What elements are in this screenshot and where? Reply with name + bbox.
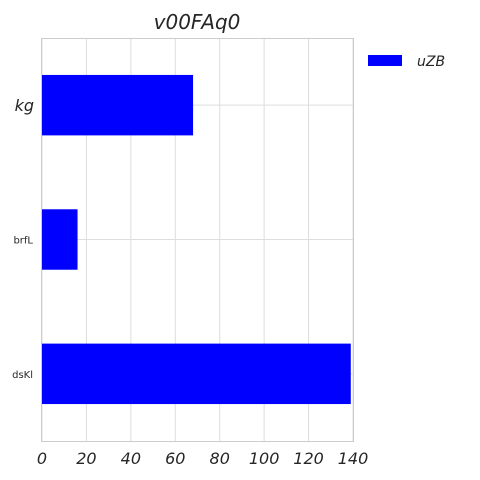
x-tick-label: 40 [121, 449, 141, 468]
x-axis-ticks: 0 20 40 60 80 100 120 140 [37, 449, 368, 468]
y-tick-label: brfL [13, 236, 33, 247]
x-tick-label: 140 [338, 449, 369, 468]
x-tick-label: 120 [293, 449, 324, 468]
y-tick-label: dsKl [12, 370, 33, 381]
legend-label: uZB [417, 54, 445, 70]
plot-frame [41, 38, 354, 442]
bar [42, 209, 78, 270]
y-tick-label: kg [15, 96, 34, 115]
chart-title: v00FAq0 [154, 10, 241, 34]
x-tick-label: 20 [76, 449, 96, 468]
x-tick-label: 60 [165, 449, 185, 468]
legend: uZB [368, 54, 445, 70]
x-tick-label: 100 [249, 449, 280, 468]
bars [42, 74, 351, 405]
legend-swatch [368, 55, 402, 66]
y-axis-ticks: kg brfL dsKl [12, 96, 34, 381]
bar [42, 74, 194, 136]
bar [42, 343, 351, 405]
x-tick-label: 0 [37, 449, 47, 468]
x-tick-label: 80 [210, 449, 230, 468]
